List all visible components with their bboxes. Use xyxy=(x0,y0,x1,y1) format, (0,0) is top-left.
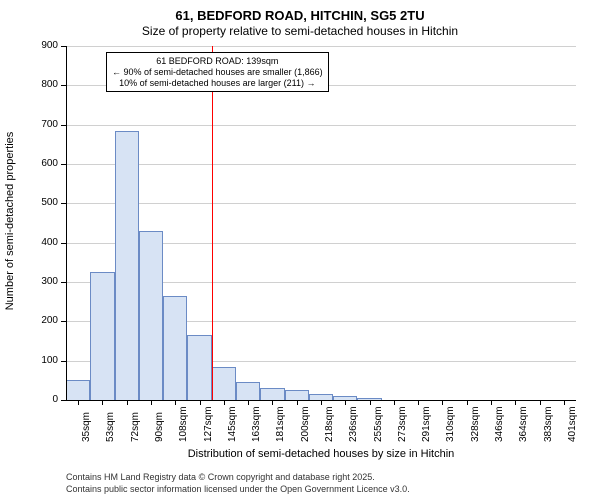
x-tick-mark xyxy=(370,400,371,405)
x-tick-mark xyxy=(151,400,152,405)
x-tick-label: 291sqm xyxy=(421,406,432,442)
plot-area: 61 BEDFORD ROAD: 139sqm← 90% of semi-det… xyxy=(66,46,576,400)
x-tick-mark xyxy=(248,400,249,405)
x-tick-mark xyxy=(345,400,346,405)
x-tick-label: 218sqm xyxy=(324,406,335,442)
x-tick-mark xyxy=(467,400,468,405)
reference-line xyxy=(212,46,213,400)
bar xyxy=(285,390,309,400)
y-tick-label: 400 xyxy=(30,237,58,248)
x-tick-mark xyxy=(272,400,273,405)
chart-title: 61, BEDFORD ROAD, HITCHIN, SG5 2TU xyxy=(0,8,600,23)
x-tick-label: 163sqm xyxy=(251,406,262,442)
x-tick-mark xyxy=(175,400,176,405)
credit-line-1: Contains HM Land Registry data © Crown c… xyxy=(66,472,375,482)
bar xyxy=(66,380,90,400)
x-tick-label: 236sqm xyxy=(348,406,359,442)
y-tick-label: 800 xyxy=(30,79,58,90)
x-tick-label: 90sqm xyxy=(154,412,165,442)
x-axis-title: Distribution of semi-detached houses by … xyxy=(66,448,576,460)
bar xyxy=(187,335,211,400)
y-tick-label: 0 xyxy=(30,394,58,405)
x-tick-mark xyxy=(321,400,322,405)
x-tick-mark xyxy=(394,400,395,405)
x-tick-label: 53sqm xyxy=(105,412,116,442)
y-tick-label: 300 xyxy=(30,276,58,287)
x-tick-mark xyxy=(515,400,516,405)
x-tick-mark xyxy=(127,400,128,405)
x-tick-label: 72sqm xyxy=(130,412,141,442)
y-tick-label: 900 xyxy=(30,40,58,51)
x-tick-label: 200sqm xyxy=(300,406,311,442)
x-tick-mark xyxy=(564,400,565,405)
x-tick-mark xyxy=(540,400,541,405)
y-axis-title: Number of semi-detached properties xyxy=(4,121,16,321)
x-tick-mark xyxy=(418,400,419,405)
bar xyxy=(212,367,236,400)
x-tick-label: 328sqm xyxy=(470,406,481,442)
x-tick-mark xyxy=(297,400,298,405)
x-tick-label: 145sqm xyxy=(227,406,238,442)
bar xyxy=(90,272,114,400)
grid-line xyxy=(66,203,576,204)
annotation-line: ← 90% of semi-detached houses are smalle… xyxy=(112,67,323,78)
x-tick-mark xyxy=(102,400,103,405)
y-tick-label: 200 xyxy=(30,315,58,326)
annotation-line: 10% of semi-detached houses are larger (… xyxy=(112,78,323,89)
x-tick-label: 364sqm xyxy=(518,406,529,442)
chart-container: 61, BEDFORD ROAD, HITCHIN, SG5 2TU Size … xyxy=(0,0,600,500)
x-tick-mark xyxy=(224,400,225,405)
x-tick-mark xyxy=(200,400,201,405)
bar xyxy=(236,382,260,400)
annotation-box: 61 BEDFORD ROAD: 139sqm← 90% of semi-det… xyxy=(106,52,329,92)
credit-line-2: Contains public sector information licen… xyxy=(66,484,410,494)
x-tick-label: 310sqm xyxy=(445,406,456,442)
x-tick-mark xyxy=(78,400,79,405)
grid-line xyxy=(66,46,576,47)
x-tick-label: 35sqm xyxy=(81,412,92,442)
y-tick-label: 600 xyxy=(30,158,58,169)
x-tick-label: 383sqm xyxy=(543,406,554,442)
grid-line xyxy=(66,164,576,165)
chart-subtitle: Size of property relative to semi-detach… xyxy=(0,24,600,38)
x-tick-mark xyxy=(491,400,492,405)
bar xyxy=(163,296,187,400)
y-tick-label: 700 xyxy=(30,119,58,130)
x-tick-label: 181sqm xyxy=(275,406,286,442)
y-tick-label: 500 xyxy=(30,197,58,208)
bar xyxy=(139,231,163,400)
x-tick-label: 346sqm xyxy=(494,406,505,442)
x-tick-label: 108sqm xyxy=(178,406,189,442)
x-tick-mark xyxy=(442,400,443,405)
grid-line xyxy=(66,125,576,126)
x-tick-label: 401sqm xyxy=(567,406,578,442)
bar xyxy=(260,388,284,400)
x-tick-label: 273sqm xyxy=(397,406,408,442)
y-tick-label: 100 xyxy=(30,355,58,366)
annotation-line: 61 BEDFORD ROAD: 139sqm xyxy=(112,56,323,67)
bar xyxy=(115,131,139,400)
x-tick-label: 127sqm xyxy=(203,406,214,442)
x-tick-label: 255sqm xyxy=(373,406,384,442)
